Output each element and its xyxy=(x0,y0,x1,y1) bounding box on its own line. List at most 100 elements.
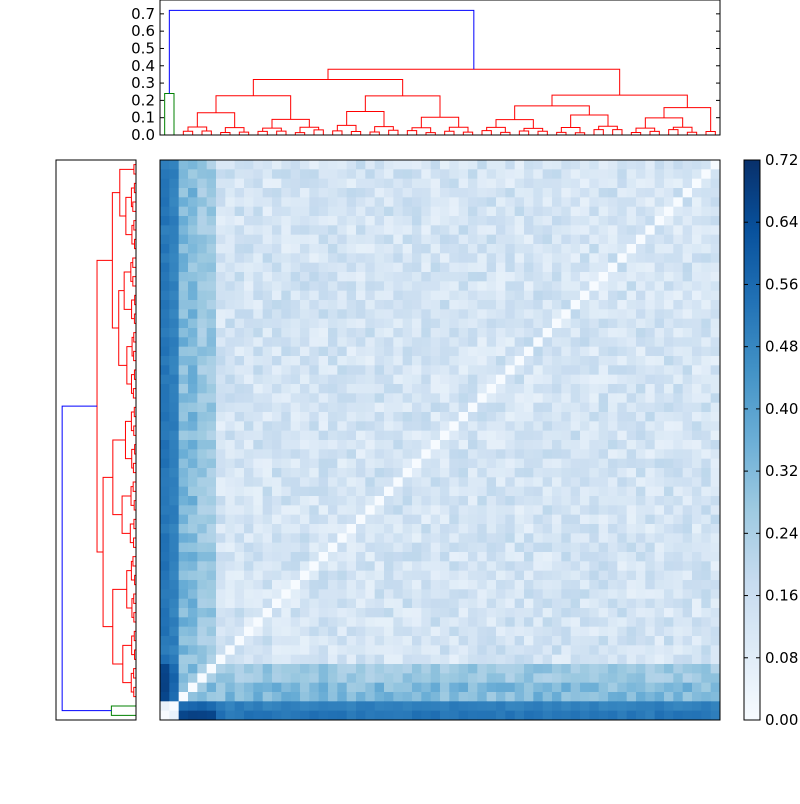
heatmap-cell xyxy=(197,664,208,674)
heatmap-cell xyxy=(449,188,460,198)
heatmap-cell xyxy=(178,225,189,236)
heatmap-cell xyxy=(692,169,702,180)
heatmap-cell xyxy=(225,430,236,441)
heatmap-cell xyxy=(188,216,198,226)
heatmap-cell xyxy=(710,244,721,254)
heatmap-cell xyxy=(197,598,208,609)
heatmap-cell xyxy=(216,645,226,656)
heatmap-cell xyxy=(468,505,478,516)
heatmap-cell xyxy=(486,468,497,478)
heatmap-cell xyxy=(496,421,506,432)
heatmap-cell xyxy=(440,272,450,282)
heatmap-cell xyxy=(617,374,628,385)
heatmap-cell xyxy=(300,617,310,628)
heatmap-cell xyxy=(300,598,310,609)
heatmap-cell xyxy=(281,477,292,488)
heatmap-cell xyxy=(486,337,497,348)
heatmap-cell xyxy=(197,365,208,376)
heatmap-cell xyxy=(608,346,618,357)
heatmap-cell xyxy=(505,486,516,497)
heatmap-cell xyxy=(580,552,590,562)
heatmap-cell xyxy=(645,272,656,282)
heatmap-cell xyxy=(617,216,628,226)
heatmap-cell xyxy=(290,505,301,516)
heatmap-cell xyxy=(542,561,553,572)
heatmap-cell xyxy=(458,598,469,609)
heatmap-cell xyxy=(430,477,441,488)
heatmap-cell xyxy=(300,514,310,525)
heatmap-cell xyxy=(309,542,320,553)
heatmap-cell xyxy=(514,272,525,282)
heatmap-cell xyxy=(328,468,338,478)
heatmap-cell xyxy=(346,197,357,208)
heatmap-cell xyxy=(524,608,534,618)
heatmap-cell xyxy=(524,664,534,674)
heatmap-cell xyxy=(412,561,422,572)
heatmap-cell xyxy=(626,552,637,562)
heatmap-cell xyxy=(421,580,432,590)
heatmap-cell xyxy=(412,346,422,357)
heatmap-cell xyxy=(477,570,488,581)
heatmap-cell xyxy=(552,318,562,329)
heatmap-cell xyxy=(710,412,721,422)
heatmap-cell xyxy=(281,374,292,385)
heatmap-cell xyxy=(701,402,712,413)
heatmap-cell xyxy=(216,430,226,441)
heatmap-cell xyxy=(374,337,385,348)
heatmap-cell xyxy=(561,234,572,245)
heatmap-cell xyxy=(328,262,338,273)
heatmap-cell xyxy=(552,617,562,628)
heatmap-cell xyxy=(281,393,292,404)
heatmap-cell xyxy=(608,524,618,534)
heatmap-cell xyxy=(542,496,553,506)
heatmap-cell xyxy=(673,365,684,376)
heatmap-cell xyxy=(346,225,357,236)
top-dendrogram-link xyxy=(514,105,590,120)
heatmap-cell xyxy=(468,496,478,506)
heatmap-cell xyxy=(682,253,693,264)
heatmap-cell xyxy=(496,570,506,581)
heatmap-cell xyxy=(496,384,506,394)
heatmap-cell xyxy=(169,412,180,422)
heatmap-cell xyxy=(468,580,478,590)
heatmap-cell xyxy=(710,636,721,646)
heatmap-cell xyxy=(178,384,189,394)
heatmap-cell xyxy=(337,300,348,310)
heatmap-cell xyxy=(430,281,441,292)
heatmap-cell xyxy=(225,486,236,497)
heatmap-cell xyxy=(664,244,674,254)
heatmap-cell xyxy=(402,328,413,338)
heatmap-cell xyxy=(318,206,329,217)
heatmap-cell xyxy=(561,178,572,189)
heatmap-cell xyxy=(206,514,217,525)
heatmap-cell xyxy=(645,412,656,422)
heatmap-cell xyxy=(300,692,310,702)
heatmap-cell xyxy=(197,552,208,562)
heatmap-cell xyxy=(300,290,310,301)
heatmap-cell xyxy=(589,412,600,422)
heatmap-cell xyxy=(477,337,488,348)
left-dendrogram-link xyxy=(111,192,120,329)
heatmap-cell xyxy=(384,197,394,208)
heatmap-cell xyxy=(253,561,264,572)
heatmap-cell xyxy=(570,552,581,562)
heatmap-cell xyxy=(514,505,525,516)
heatmap-cell xyxy=(253,440,264,450)
heatmap-cell xyxy=(524,440,534,450)
heatmap-cell xyxy=(449,206,460,217)
heatmap-cell xyxy=(682,552,693,562)
heatmap-cell xyxy=(458,412,469,422)
heatmap-cell xyxy=(309,449,320,460)
heatmap-cell xyxy=(617,281,628,292)
heatmap-cell xyxy=(682,580,693,590)
heatmap-cell xyxy=(682,440,693,450)
heatmap-cell xyxy=(356,346,366,357)
heatmap-cell xyxy=(169,496,180,506)
heatmap-cell xyxy=(486,542,497,553)
heatmap-cell xyxy=(281,645,292,656)
heatmap-cell xyxy=(421,206,432,217)
heatmap-cell xyxy=(626,169,637,180)
heatmap-cell xyxy=(384,524,394,534)
heatmap-cell xyxy=(468,524,478,534)
heatmap-cell xyxy=(356,253,366,264)
